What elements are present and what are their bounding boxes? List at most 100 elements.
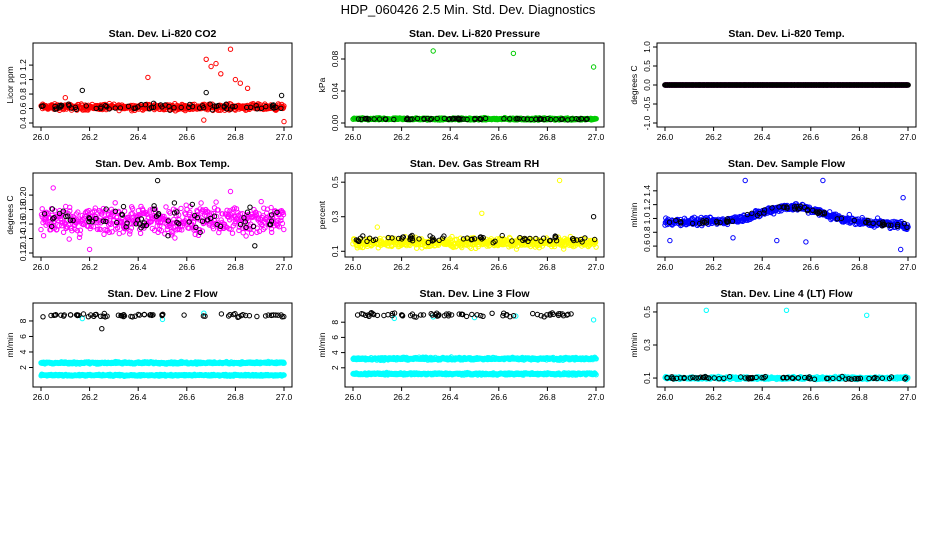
data-point [521,116,527,122]
data-point [895,221,901,228]
data-point [76,234,83,241]
y-axis-label: degrees C [5,195,15,234]
data-point [140,223,146,229]
data-point [207,101,213,107]
data-point [59,102,65,109]
data-point [218,217,224,223]
series-points [350,48,599,123]
data-point [571,237,577,244]
x-tick-label: 26.4 [442,262,459,272]
y-axis-label: Licor ppm [5,66,15,103]
outlier-point [154,177,161,184]
y-tick-label: 4 [18,349,28,354]
data-point [67,208,73,214]
outlier-point [237,80,244,86]
data-point [452,115,458,122]
data-point [210,226,217,232]
data-point [769,205,775,211]
data-point [57,102,63,109]
data-point [260,226,266,233]
data-point [208,210,214,216]
data-point [370,237,377,244]
series-points [662,82,911,88]
data-point [247,204,253,210]
data-point [207,215,214,222]
y-tick-label: 1.2 [642,198,652,210]
x-tick-label: 27.0 [276,392,293,402]
data-point [172,235,178,241]
data-point [229,230,236,236]
x-tick-label: 26.6 [803,132,820,142]
y-tick-label: 0.14 [18,230,28,247]
data-point [91,208,98,214]
data-point [211,103,218,109]
data-point [38,226,44,233]
data-point [278,105,284,112]
data-point [439,235,446,241]
data-point [158,227,165,234]
data-point [128,225,135,231]
outlier-point [244,85,251,92]
data-point [460,236,467,242]
figure-title: HDP_060426 2.5 Min. Std. Dev. Diagnostic… [341,2,596,17]
y-tick-label: 0.0 [642,79,652,91]
data-point [196,227,203,233]
plot-frame [344,42,605,128]
data-point [482,115,489,122]
data-point [87,216,93,222]
data-point [112,208,119,215]
data-point [276,224,282,230]
data-point [165,218,172,224]
series-points [38,177,287,253]
data-point [65,213,71,219]
data-point [120,229,126,235]
data-point [197,229,203,236]
y-tick-label: 6 [18,334,28,339]
data-point [414,115,421,122]
data-point [552,233,558,239]
data-point [135,217,141,223]
x-tick-label: 27.0 [276,262,293,272]
data-point [553,116,559,122]
data-point [409,238,416,244]
data-point [821,209,827,216]
outlier-point [203,56,209,62]
data-point [211,213,218,219]
data-point [256,211,262,217]
data-point [513,246,520,252]
data-point [547,238,553,244]
data-point [86,218,92,225]
plot-frame [344,172,605,258]
y-tick-label: 0.6 [18,102,28,114]
x-tick-label: 26.6 [179,262,196,272]
y-axis-label: percent [317,200,327,229]
panel-title: Stan. Dev. Li-820 Pressure [409,28,540,40]
data-point [114,219,120,226]
data-point [593,244,599,250]
chart-panel: Stan. Dev. Li-820 Temp.26.0 26.2 26.4 26.6 2… [629,28,917,142]
data-point [592,236,598,243]
data-point [193,224,199,231]
data-point [804,208,811,214]
data-point [243,224,249,231]
data-point [50,216,56,222]
y-tick-label: 0.5 [642,60,652,72]
data-point [717,219,723,226]
y-axis-label: degrees C [629,65,639,104]
data-point [834,216,840,222]
data-point [129,206,136,212]
data-point [127,231,133,237]
data-point [186,104,192,111]
y-axis-label: ml/min [629,202,639,227]
data-point [123,224,129,230]
data-point [275,217,281,224]
data-point [187,209,193,216]
data-point [540,235,547,241]
data-point [522,235,528,242]
y-tick-label: -0.5 [642,96,652,111]
data-point [745,217,751,223]
data-point [253,103,259,109]
data-point [558,116,564,123]
